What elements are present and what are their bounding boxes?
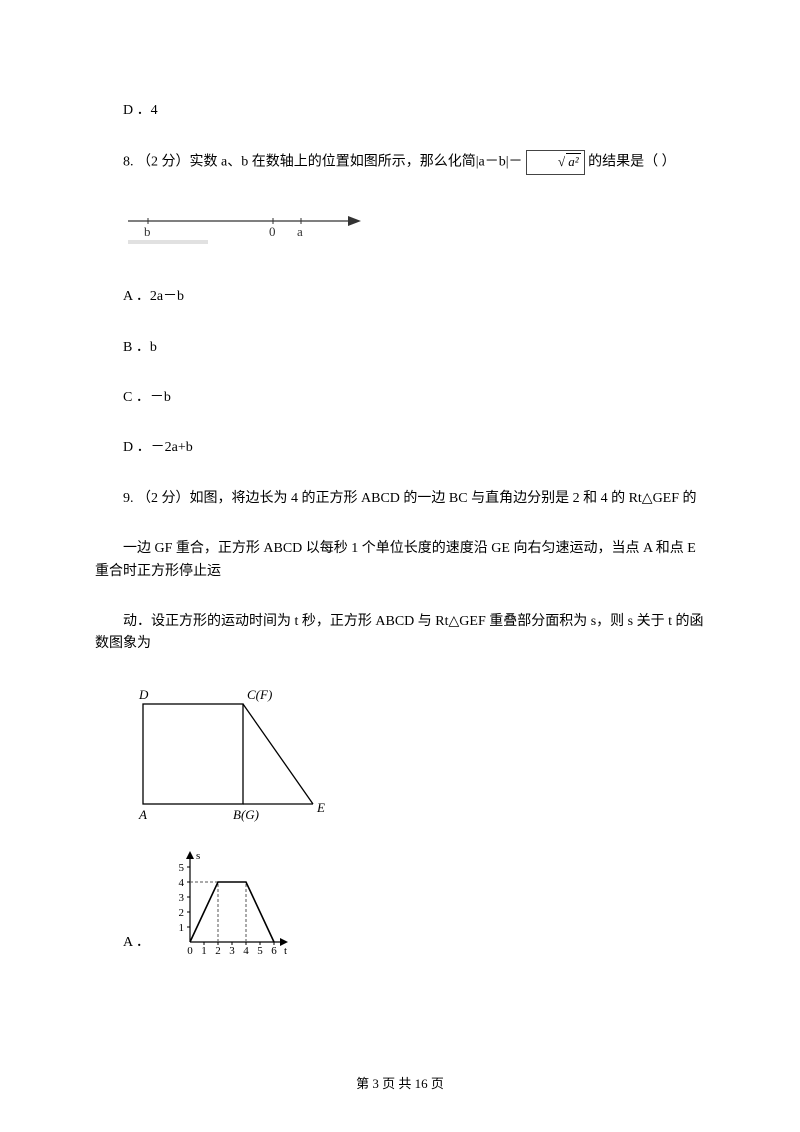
svg-text:b: b — [144, 224, 151, 239]
svg-text:3: 3 — [178, 892, 184, 904]
numberline-svg: b 0 a — [123, 203, 363, 253]
svg-text:s: s — [196, 850, 200, 862]
svg-text:D: D — [138, 687, 149, 702]
q9-line3: 动．设正方形的运动时间为 t 秒，正方形 ABCD 与 Rt△GEF 重叠部分面… — [95, 611, 705, 656]
q9-geometry-figure: D C(F) A B(G) E — [123, 684, 705, 829]
q9-option-a-label: A ． — [123, 931, 150, 951]
q7-option-d: D ．4 — [95, 100, 705, 122]
svg-text:1: 1 — [178, 922, 184, 934]
svg-text:2: 2 — [215, 945, 221, 957]
svg-text:C(F): C(F) — [247, 687, 272, 702]
svg-text:6: 6 — [271, 945, 277, 957]
svg-text:0: 0 — [187, 945, 193, 957]
q9-line1-wrap: 9. （2 分）如图，将边长为 4 的正方形 ABCD 的一边 BC 与直角边分… — [95, 488, 705, 510]
geom-svg: D C(F) A B(G) E — [123, 684, 373, 824]
svg-text:1: 1 — [201, 945, 207, 957]
q8-numberline-figure: b 0 a — [123, 203, 705, 258]
svg-text:a: a — [297, 224, 303, 239]
svg-text:5: 5 — [257, 945, 263, 957]
q8-stem: 8. （2 分）实数 a、b 在数轴上的位置如图所示，那么化简|a－b|－ a²… — [95, 150, 705, 175]
q9-line1: 9. （2 分）如图，将边长为 4 的正方形 ABCD 的一边 BC 与直角边分… — [95, 488, 697, 510]
sqrt-icon: a² — [526, 150, 585, 175]
svg-text:3: 3 — [229, 945, 235, 957]
q9-option-a-row: A ． 123450123456st — [123, 847, 705, 957]
q8-stem-prefix: 8. （2 分）实数 a、b 在数轴上的位置如图所示，那么化简|a－b|－ — [123, 155, 526, 170]
svg-text:4: 4 — [243, 945, 249, 957]
svg-text:A: A — [138, 807, 147, 822]
q9-line2: 一边 GF 重合，正方形 ABCD 以每秒 1 个单位长度的速度沿 GE 向右匀… — [95, 538, 705, 583]
svg-text:0: 0 — [269, 224, 276, 239]
q8-option-b: B ．b — [95, 337, 705, 359]
svg-text:B(G): B(G) — [233, 807, 259, 822]
page-footer: 第 3 页 共 16 页 — [0, 1073, 800, 1092]
graph-svg: 123450123456st — [162, 847, 292, 957]
svg-text:E: E — [316, 800, 325, 815]
svg-text:5: 5 — [178, 862, 184, 874]
svg-text:t: t — [284, 945, 287, 957]
svg-text:4: 4 — [178, 877, 184, 889]
q8-stem-suffix: 的结果是（ ） — [588, 155, 676, 170]
q8-option-c: C ．－b — [95, 387, 705, 409]
q8-option-d: D ．－2a+b — [95, 437, 705, 459]
svg-text:2: 2 — [178, 907, 184, 919]
q8-option-a: A ．2a－b — [95, 286, 705, 308]
